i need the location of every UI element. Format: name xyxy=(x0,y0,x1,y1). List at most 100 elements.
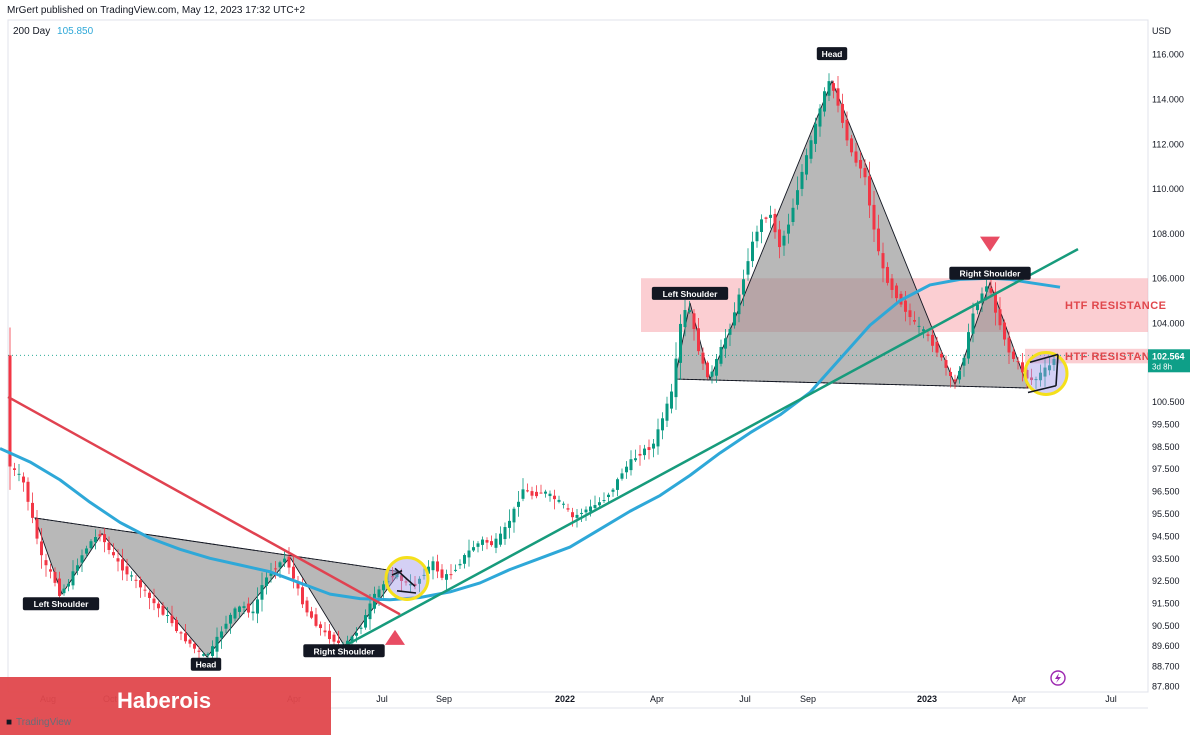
candle-body xyxy=(593,505,597,509)
candle-body xyxy=(242,606,246,608)
candle-body xyxy=(1034,379,1038,381)
candle-body xyxy=(395,574,399,578)
candle-body xyxy=(314,614,318,626)
candle-body xyxy=(719,347,723,364)
label-box xyxy=(190,657,222,671)
pattern-label: Head xyxy=(190,657,222,671)
candle-body xyxy=(238,606,241,612)
label-text: Head xyxy=(196,660,217,670)
candle-body xyxy=(967,332,970,359)
candle-body xyxy=(404,581,408,583)
candle-body xyxy=(58,578,61,596)
candle-body xyxy=(643,448,646,456)
candle-body xyxy=(616,479,619,490)
candle-body xyxy=(796,190,799,205)
candle-body xyxy=(251,611,255,614)
candle-body xyxy=(215,636,219,652)
label-text: Right Shoulder xyxy=(960,269,1022,279)
candle-body xyxy=(1003,322,1006,340)
candle-body xyxy=(17,473,21,475)
candle-body xyxy=(1016,361,1020,363)
candle-body xyxy=(440,569,444,578)
candle-body xyxy=(206,653,210,656)
indicator-value: 105.850 xyxy=(57,26,94,37)
candle-body xyxy=(166,615,169,617)
candle-body xyxy=(472,547,475,551)
candle-body xyxy=(544,491,547,494)
candle-body xyxy=(458,563,462,566)
y-tick-label: 96.500 xyxy=(1152,487,1180,497)
y-tick-label: 116.000 xyxy=(1152,50,1184,60)
candle-body xyxy=(359,627,363,629)
candle-body xyxy=(134,579,138,581)
candle-body xyxy=(697,328,700,352)
indicator-legend[interactable]: 200 Day 105.850 xyxy=(13,26,93,37)
candle-body xyxy=(8,355,12,467)
candle-body xyxy=(121,559,124,571)
candle-body xyxy=(944,360,948,368)
tradingview-icon: ■ xyxy=(6,717,13,728)
x-tick-label: 2022 xyxy=(555,694,575,704)
candle-body xyxy=(836,88,840,106)
pattern-label: Head xyxy=(816,47,848,61)
candle-body xyxy=(935,341,939,353)
candle-body xyxy=(1030,377,1033,381)
candle-body xyxy=(652,443,655,449)
candle-body xyxy=(764,217,768,219)
x-tick-label: Apr xyxy=(650,694,664,704)
candle-body xyxy=(602,500,606,502)
candle-body xyxy=(85,548,88,554)
candle-body xyxy=(1007,337,1011,353)
candle-body xyxy=(193,643,196,649)
label-text: Right Shoulder xyxy=(314,646,376,656)
candle-body xyxy=(931,334,934,346)
label-box xyxy=(816,47,848,61)
candle-body xyxy=(175,619,178,632)
candle-body xyxy=(526,490,529,492)
candle-body xyxy=(994,291,997,313)
candle-body xyxy=(247,603,250,613)
candle-body xyxy=(683,310,687,328)
candle-body xyxy=(112,552,115,556)
candle-body xyxy=(629,459,633,471)
candle-body xyxy=(296,582,300,589)
green-uptrend xyxy=(344,247,1079,647)
candle-body xyxy=(760,219,763,232)
candle-body xyxy=(818,108,822,127)
candle-body xyxy=(665,403,669,421)
y-tick-label: 93.500 xyxy=(1152,554,1180,564)
flag-lines xyxy=(391,567,417,594)
ma-200-line xyxy=(0,276,1061,602)
tradingview-logo[interactable]: ■ TradingView xyxy=(6,717,71,728)
candle-body xyxy=(922,329,925,332)
candle-body xyxy=(971,313,975,334)
y-tick-label: 91.500 xyxy=(1152,599,1180,609)
candle-body xyxy=(908,310,912,318)
candle-body xyxy=(728,328,732,335)
candle-body xyxy=(715,358,718,376)
candle-body xyxy=(566,508,570,510)
candle-body xyxy=(62,588,66,594)
candle-body xyxy=(863,168,867,178)
flag-lines xyxy=(1027,353,1059,394)
candle-body xyxy=(481,539,484,545)
candle-body xyxy=(364,615,367,628)
candle-body xyxy=(557,499,561,502)
label-box xyxy=(651,286,729,300)
candle-body xyxy=(562,503,565,505)
candle-body xyxy=(301,587,304,605)
candle-body xyxy=(598,502,601,506)
candle-body xyxy=(1012,351,1015,359)
candle-body xyxy=(98,534,102,537)
bar-countdown: 3d 8h xyxy=(1152,362,1172,371)
candle-body xyxy=(904,300,907,312)
candle-body xyxy=(746,261,750,275)
candle-body xyxy=(220,631,223,638)
candle-body xyxy=(152,598,156,604)
candle-body xyxy=(287,556,291,568)
candle-body xyxy=(31,502,34,518)
candle-body xyxy=(103,534,106,543)
candle-body xyxy=(310,611,313,618)
candle-body xyxy=(634,458,637,461)
